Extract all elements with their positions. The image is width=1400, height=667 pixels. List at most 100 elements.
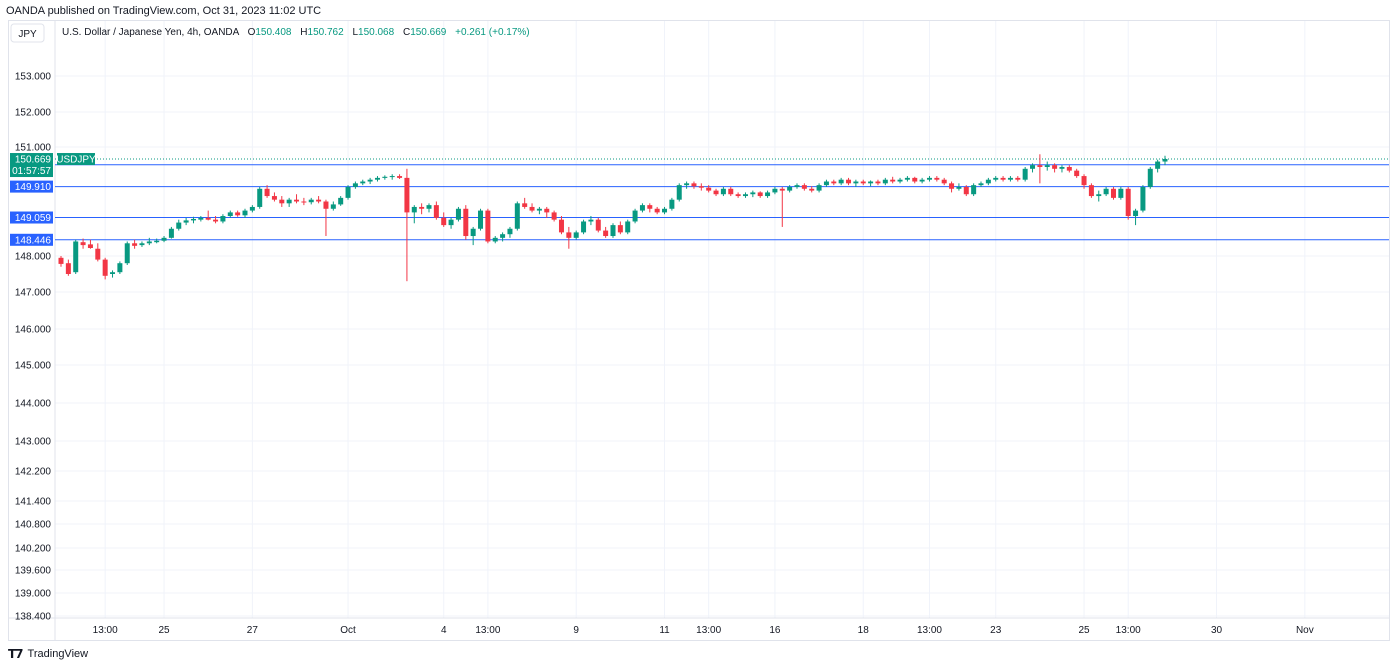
level-label-text: 148.446 [15,235,52,246]
price-tick-label: 139.000 [15,589,52,600]
candle-body [581,221,587,233]
candle-body [507,228,513,235]
price-tick-label: 152.000 [15,108,52,119]
candles [58,154,1168,282]
candle-body [1103,188,1109,195]
candle-body [779,188,785,191]
candle-body [720,188,726,195]
candle-body [713,190,719,195]
candle-body [750,192,756,195]
candle-body [816,185,822,191]
candle-body [639,205,645,211]
price-axis: 153.000 152.000 151.000 148.000 147.000 146.0… [15,72,52,623]
candle-body [662,208,668,213]
candle-body [205,217,211,220]
low-value: 150.068 [358,27,395,38]
level-label-box [10,180,53,193]
published-caption: OANDA published on TradingView.com, Oct … [6,5,322,17]
candle-body [558,219,564,233]
time-tick-label: 18 [858,625,870,636]
candle-body [978,183,984,186]
candle-body [87,244,93,249]
candle-body [154,240,160,243]
candle-body [500,234,506,238]
candle-body [374,177,380,180]
candle-body [1081,176,1087,186]
close-value: 150.669 [410,27,447,38]
candle-body [271,196,277,200]
candle-body [492,237,498,242]
low-label: L [352,27,358,38]
candle-body [706,187,712,191]
candle-body [1140,186,1146,211]
candle-body [698,186,704,188]
time-tick-label: 9 [573,625,579,636]
candle-body [772,188,778,193]
time-axis: 13:00 25 27 Oct 4 13:00 9 11 13:00 16 18 13:00 23 25 1… [93,625,1314,636]
candle-body [963,186,969,195]
time-tick-label: 13:00 [475,625,500,636]
candle-body [220,216,226,222]
candle-body [676,185,682,200]
candle-body [1088,185,1094,197]
candle-body [949,183,955,189]
candle-body [110,272,116,274]
candle-body [80,242,86,246]
candle-body [411,206,417,213]
countdown-text: 01:57:57 [12,166,51,177]
candle-body [846,179,852,184]
candle-body [897,179,903,182]
candle-body [536,208,542,211]
candle-body [514,203,520,229]
candle-body [360,181,366,184]
candle-body [397,176,403,178]
candle-body [146,241,152,244]
level-label-text: 149.059 [15,213,52,224]
candle-body [330,204,336,209]
candle-body [132,243,138,246]
candle-body [544,208,550,213]
candle-body [404,177,410,213]
price-tick-label: 141.400 [15,497,52,508]
candle-body [1052,165,1058,169]
candle-body [941,179,947,184]
candle-body [1133,210,1139,217]
candle-body [1066,166,1072,171]
candle-body [728,188,734,195]
candle-body [1162,158,1168,162]
price-tick-label: 147.000 [15,288,52,299]
footer-brand: TradingView [27,648,89,660]
time-tick-label: Nov [1296,625,1314,636]
candle-body [1022,168,1028,180]
level-label-box [10,233,53,246]
time-tick-label: 23 [990,625,1002,636]
candle-body [426,205,432,209]
candle-body [1096,194,1102,197]
currency-button[interactable] [10,23,45,43]
candle-body [890,179,896,182]
time-tick-label: 13:00 [696,625,721,636]
time-tick-label: 13:00 [917,625,942,636]
candle-body [470,228,476,237]
candle-body [102,259,108,276]
candle-body [1044,165,1050,167]
time-tick-label: 11 [659,625,670,636]
price-tick-label: 153.000 [15,72,52,83]
candle-body [551,212,557,220]
candle-body [875,181,881,184]
price-tick-label: 138.400 [15,612,52,623]
candle-body [161,237,167,241]
price-tick-label: 146.000 [15,325,52,336]
candle-body [168,228,174,238]
footer: T7 TradingView [8,647,88,661]
open-label: O [248,27,256,38]
candle-body [463,208,469,237]
candle-body [294,199,300,202]
candle-body [419,206,425,209]
candle-body [993,177,999,180]
candle-body [882,179,888,184]
candle-body [1155,161,1161,169]
candle-body [853,181,859,184]
candle-body [801,185,807,189]
